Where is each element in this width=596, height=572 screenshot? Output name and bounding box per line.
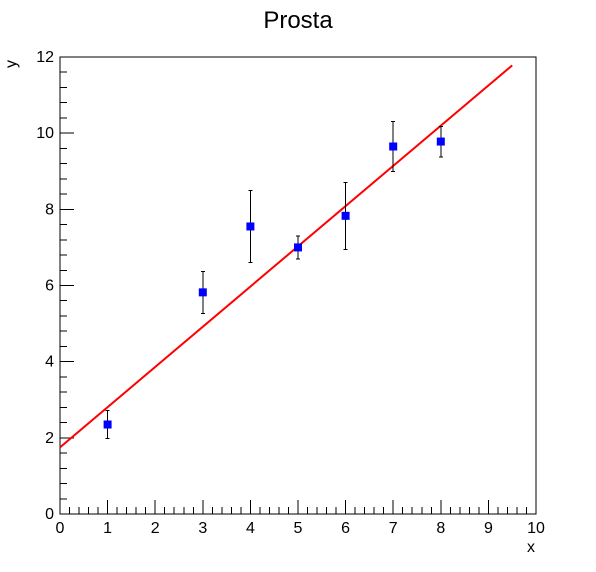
y-axis-ticks: 0 2 4 6 8 10 12 <box>36 49 74 523</box>
x-tick-label-0: 0 <box>56 520 65 537</box>
x-tick-label-2: 2 <box>151 520 160 537</box>
chart-title: Prosta <box>263 7 333 34</box>
x-axis-ticks: 0 1 2 3 4 5 6 7 8 9 10 <box>56 500 545 537</box>
data-point-layer <box>103 121 445 440</box>
y-tick-label-0: 0 <box>45 506 54 523</box>
data-point-0 <box>103 420 112 429</box>
y-tick-label-2: 4 <box>45 354 54 371</box>
fit-line-layer <box>59 64 513 449</box>
x-tick-label-10: 10 <box>527 520 545 537</box>
data-point-1 <box>198 288 207 297</box>
x-tick-label-4: 4 <box>246 520 255 537</box>
y-tick-label-1: 2 <box>45 430 54 447</box>
x-tick-label-5: 5 <box>294 520 303 537</box>
x-tick-label-6: 6 <box>341 520 350 537</box>
data-point-5 <box>389 142 398 151</box>
y-tick-label-6: 12 <box>36 49 54 66</box>
data-point-3 <box>294 243 302 252</box>
x-tick-label-9: 9 <box>484 520 493 537</box>
y-tick-label-4: 8 <box>45 201 54 218</box>
x-axis-label: x <box>527 539 535 556</box>
y-axis-label: y <box>3 60 20 68</box>
x-tick-label-3: 3 <box>198 520 207 537</box>
x-tick-label-7: 7 <box>389 520 398 537</box>
data-point-2 <box>246 222 255 231</box>
x-tick-label-1: 1 <box>103 520 112 537</box>
y-tick-label-5: 10 <box>36 125 54 142</box>
y-tick-label-3: 6 <box>45 278 54 295</box>
data-point-4 <box>341 211 350 220</box>
x-tick-label-8: 8 <box>436 520 445 537</box>
data-point-6 <box>436 137 445 146</box>
fit-line <box>59 64 513 449</box>
